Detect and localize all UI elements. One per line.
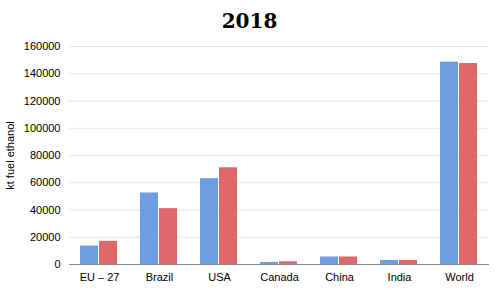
svg-text:0: 0 [54,258,60,270]
svg-text:Canada: Canada [260,271,299,283]
svg-text:160000: 160000 [24,40,61,52]
svg-text:USA: USA [208,271,231,283]
svg-text:EU – 27: EU – 27 [80,271,120,283]
svg-text:China: China [325,271,355,283]
svg-text:80000: 80000 [30,149,61,161]
html-text:2018: 2018 [221,9,278,33]
svg-text:40000: 40000 [30,204,61,216]
svg-text:India: India [388,271,413,283]
svg-text:120000: 120000 [24,95,61,107]
svg-text:kt fuel ethanol: kt fuel ethanol [4,121,16,190]
svg-text:140000: 140000 [24,67,61,79]
svg-text:20000: 20000 [30,231,61,243]
svg-text:100000: 100000 [24,122,61,134]
svg-text:Brazil: Brazil [146,271,174,283]
svg-text:60000: 60000 [30,176,61,188]
svg-text:World: World [445,271,474,283]
